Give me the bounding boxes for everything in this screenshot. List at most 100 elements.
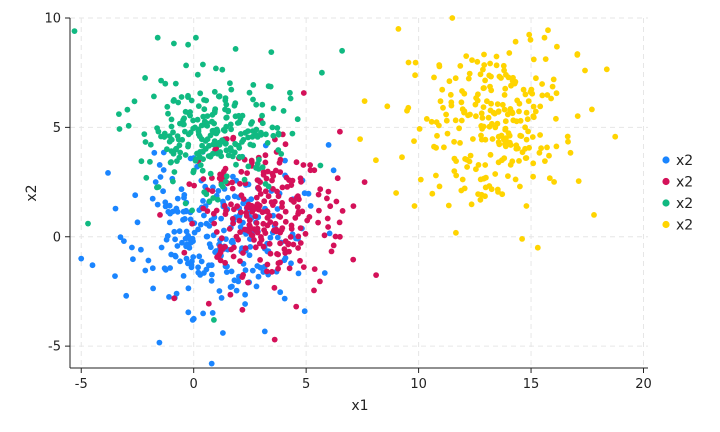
data-point bbox=[151, 93, 157, 100]
data-point bbox=[492, 124, 499, 131]
data-point bbox=[453, 172, 460, 179]
legend-label: x2 bbox=[676, 153, 693, 169]
data-point bbox=[209, 188, 216, 195]
data-point bbox=[550, 76, 557, 83]
data-point bbox=[428, 118, 435, 125]
data-point bbox=[548, 95, 554, 102]
data-point bbox=[482, 77, 488, 84]
x-tick-label: 20 bbox=[635, 377, 652, 392]
data-point bbox=[319, 69, 325, 76]
data-point bbox=[270, 132, 277, 139]
series-4 bbox=[357, 15, 619, 251]
data-point bbox=[564, 133, 571, 140]
data-point bbox=[162, 266, 169, 273]
data-point bbox=[258, 131, 264, 138]
data-point bbox=[275, 251, 281, 258]
data-point bbox=[154, 34, 161, 41]
data-point bbox=[464, 164, 470, 170]
data-point bbox=[447, 91, 454, 98]
data-point bbox=[245, 134, 252, 141]
data-point bbox=[160, 167, 167, 173]
data-point bbox=[549, 83, 556, 90]
data-point bbox=[502, 143, 509, 150]
data-point bbox=[275, 193, 282, 200]
data-point bbox=[168, 123, 175, 130]
data-point bbox=[488, 87, 495, 94]
data-point bbox=[254, 201, 261, 208]
data-point bbox=[542, 158, 548, 165]
data-point bbox=[230, 173, 236, 180]
data-point bbox=[423, 116, 430, 122]
data-point bbox=[185, 309, 192, 316]
data-point bbox=[124, 106, 131, 113]
data-point bbox=[262, 188, 269, 195]
data-point bbox=[477, 176, 484, 183]
data-point bbox=[78, 255, 85, 262]
data-point bbox=[275, 131, 282, 138]
data-point bbox=[269, 124, 276, 131]
data-point bbox=[429, 190, 436, 197]
data-point bbox=[290, 241, 297, 248]
data-point bbox=[252, 213, 259, 220]
data-point bbox=[189, 235, 196, 242]
data-point bbox=[262, 159, 269, 166]
data-point bbox=[279, 184, 286, 191]
data-point bbox=[509, 158, 516, 165]
x-tick-label: 0 bbox=[190, 377, 198, 392]
data-point bbox=[261, 198, 268, 205]
data-point bbox=[350, 203, 357, 210]
data-point bbox=[237, 209, 244, 216]
data-point bbox=[171, 295, 178, 302]
data-point bbox=[529, 90, 536, 97]
data-point bbox=[205, 300, 212, 307]
legend-marker bbox=[662, 199, 670, 207]
data-point bbox=[244, 204, 250, 211]
data-point bbox=[328, 248, 335, 255]
data-point bbox=[180, 273, 187, 279]
data-point bbox=[287, 89, 293, 96]
data-point bbox=[481, 51, 487, 58]
data-point bbox=[453, 158, 459, 165]
data-point bbox=[189, 317, 196, 323]
data-point bbox=[193, 156, 199, 163]
data-point bbox=[203, 233, 210, 240]
series-2 bbox=[157, 90, 379, 343]
data-point bbox=[582, 67, 588, 74]
data-point bbox=[525, 98, 532, 104]
data-point bbox=[71, 28, 78, 34]
legend-marker bbox=[662, 220, 670, 229]
data-point bbox=[233, 287, 240, 294]
data-point bbox=[252, 244, 259, 251]
data-point bbox=[516, 100, 523, 107]
data-point bbox=[208, 360, 215, 367]
data-point bbox=[405, 104, 412, 111]
data-point bbox=[190, 125, 197, 132]
data-point bbox=[516, 158, 522, 164]
data-point bbox=[203, 266, 210, 273]
data-point bbox=[321, 270, 328, 276]
x-tick-label: 5 bbox=[302, 377, 310, 392]
data-point bbox=[267, 219, 274, 226]
data-point bbox=[117, 234, 124, 241]
data-point bbox=[183, 228, 190, 235]
data-point bbox=[417, 176, 424, 183]
data-point bbox=[300, 162, 307, 168]
data-point bbox=[498, 132, 505, 139]
data-point bbox=[230, 253, 237, 260]
data-point bbox=[145, 257, 152, 264]
data-point bbox=[223, 207, 229, 214]
data-point bbox=[512, 176, 519, 183]
data-point bbox=[210, 195, 217, 201]
data-point bbox=[361, 98, 368, 104]
data-point bbox=[466, 70, 473, 77]
data-point bbox=[295, 270, 302, 277]
data-point bbox=[213, 229, 220, 235]
data-point bbox=[112, 273, 118, 279]
data-point bbox=[213, 65, 219, 72]
data-point bbox=[507, 108, 514, 114]
data-point bbox=[412, 72, 418, 79]
data-point bbox=[183, 62, 190, 69]
data-point bbox=[467, 152, 474, 159]
data-point bbox=[242, 301, 249, 307]
data-point bbox=[486, 123, 493, 130]
